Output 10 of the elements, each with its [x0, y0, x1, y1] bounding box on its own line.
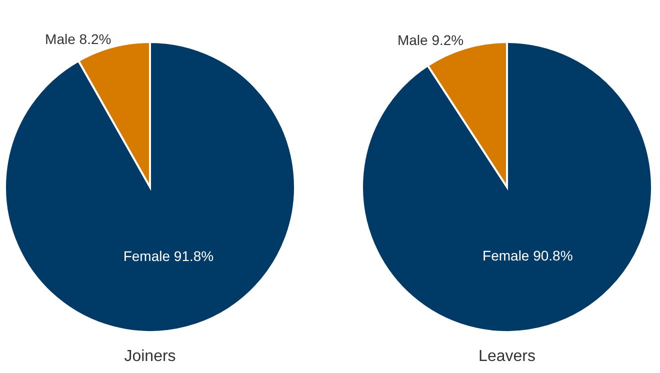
- data-label: 9.2%: [432, 32, 464, 48]
- slice-label: Male: [397, 32, 428, 48]
- data-label: 90.8%: [533, 247, 573, 264]
- text: Joiners: [124, 348, 176, 366]
- slice-label: Female: [123, 248, 170, 264]
- text: Leavers: [478, 348, 536, 366]
- data-label: 91.8%: [174, 248, 214, 264]
- slice-label: Female: [482, 247, 530, 264]
- data-label: 8.2%: [79, 30, 112, 46]
- slice-label: Male: [45, 30, 76, 46]
